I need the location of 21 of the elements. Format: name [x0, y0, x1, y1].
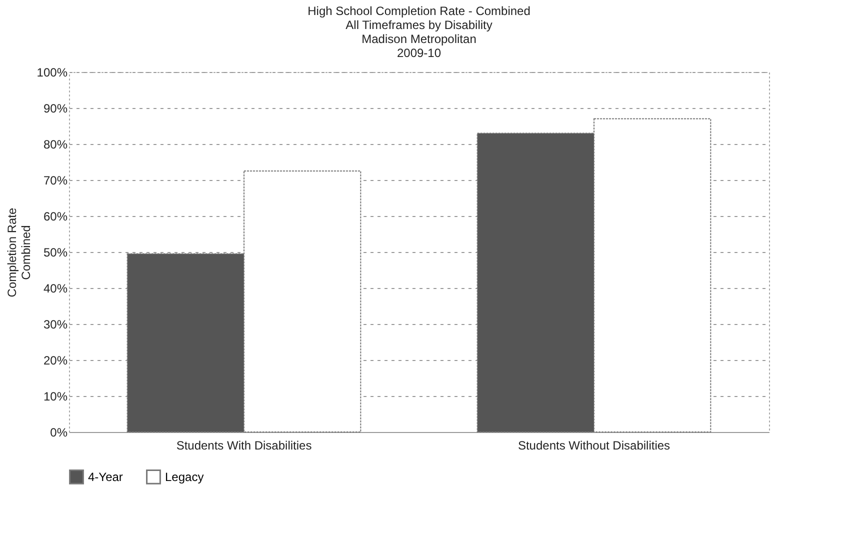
- text: Completion Rate: [4, 208, 19, 298]
- text: Madison Metropolitan: [362, 32, 476, 46]
- text: 2009-10: [396, 46, 442, 60]
- y-tick-label: 30%: [43, 318, 68, 332]
- legend-label: Legacy: [165, 470, 204, 484]
- y-tick-label: 0%: [50, 426, 68, 440]
- y-tick-label: 50%: [43, 246, 68, 260]
- y-tick-label: 20%: [43, 354, 68, 368]
- x-tick-label: Students Without Disabilities: [518, 438, 670, 452]
- y-tick-label: 70%: [43, 174, 68, 188]
- y-tick-label: 90%: [43, 102, 68, 116]
- x-tick-label: Students With Disabilities: [176, 438, 312, 452]
- y-tick-label: 10%: [43, 390, 68, 404]
- text: Combined: [18, 225, 33, 280]
- text: High School Completion Rate - Combined: [308, 4, 530, 18]
- text: All Timeframes by Disability: [346, 18, 492, 32]
- y-tick-label: 40%: [43, 282, 68, 296]
- y-tick-label: 100%: [36, 66, 68, 80]
- y-tick-label: 60%: [43, 210, 68, 224]
- legend-label: 4-Year: [88, 470, 123, 484]
- y-tick-label: 80%: [43, 138, 68, 152]
